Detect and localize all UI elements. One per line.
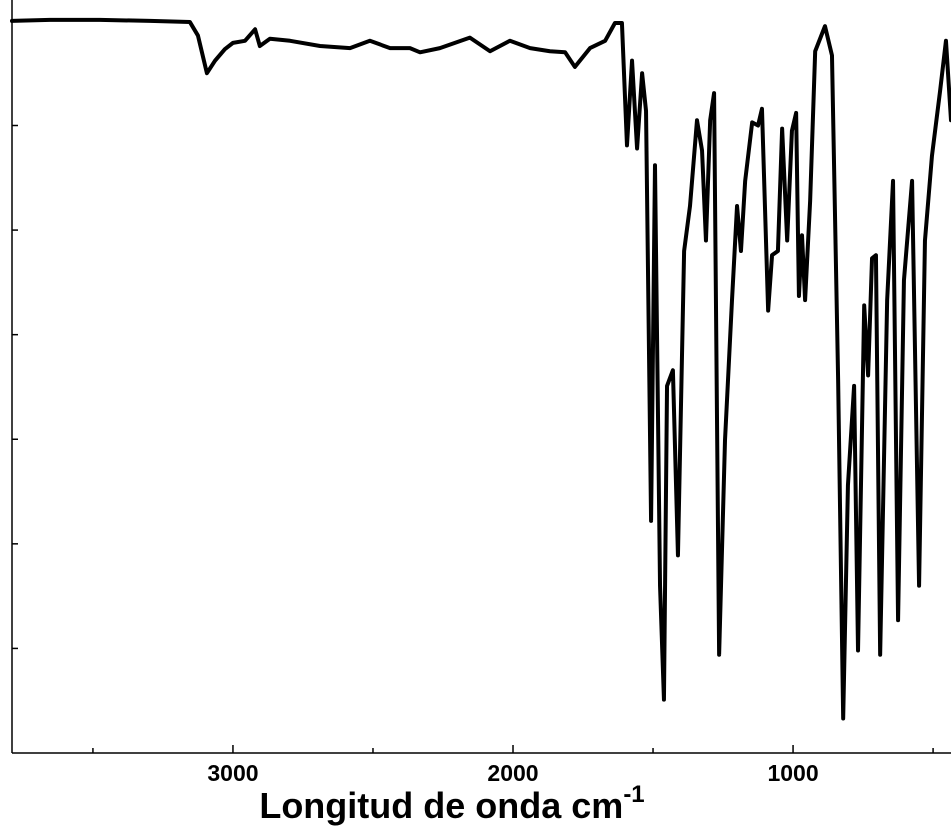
x-axis-title-text: Longitud de onda cm [259, 785, 623, 826]
x-axis-title-superscript: -1 [623, 781, 644, 808]
x-tick-label: 2000 [487, 760, 538, 786]
x-axis-title: Longitud de onda cm-1 [259, 781, 644, 825]
spectrum-line [10, 17, 951, 721]
x-tick-label: 3000 [207, 760, 258, 786]
x-tick-label: 1000 [767, 760, 818, 786]
